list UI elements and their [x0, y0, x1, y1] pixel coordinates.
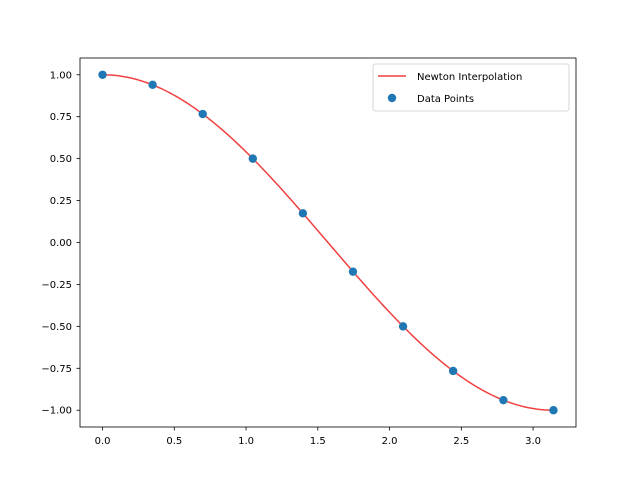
- legend-marker-swatch: [387, 93, 397, 103]
- plot-area: [79, 57, 577, 428]
- y-tick-label: 0.00: [50, 238, 72, 249]
- data-point: [198, 109, 207, 119]
- y-tick-label: 1.00: [50, 70, 72, 81]
- y-tick-label: 0.50: [50, 154, 72, 165]
- y-tick-label: −0.25: [41, 280, 72, 291]
- x-tick-label: 1.5: [310, 436, 326, 447]
- legend-box: [372, 63, 570, 112]
- legend: Newton Interpolation Data Points: [372, 63, 570, 112]
- data-point: [398, 322, 408, 331]
- x-tick-label: 0.5: [166, 436, 182, 447]
- data-point: [549, 406, 558, 415]
- x-tick-label: 2.0: [382, 436, 398, 447]
- y-tick-label: −0.50: [41, 322, 72, 333]
- data-point: [499, 395, 508, 405]
- data-point: [98, 70, 107, 79]
- y-tick-label: 0.75: [50, 112, 72, 123]
- legend-label: Newton Interpolation: [417, 72, 522, 83]
- y-tick-label: −1.00: [41, 406, 72, 417]
- y-tick-label: −0.75: [41, 364, 72, 375]
- y-axis: 1.00 0.75 0.50 0.25 0.00 −0.25 −0.50 −0.75 −1.00: [41, 70, 80, 417]
- data-point: [348, 267, 358, 276]
- x-tick-label: 2.5: [453, 436, 469, 447]
- x-tick-label: 0.0: [95, 436, 111, 447]
- x-tick-label: 3.0: [525, 436, 541, 447]
- series-line-newton-interpolation: [102, 74, 554, 411]
- legend-label: Data Points: [417, 94, 474, 105]
- x-tick-label: 1.0: [238, 436, 254, 447]
- data-point: [148, 80, 157, 90]
- data-point: [248, 154, 257, 163]
- x-axis: 0.0 0.5 1.0 1.5 2.0 2.5 3.0: [95, 427, 541, 447]
- y-tick-label: 0.25: [50, 196, 72, 207]
- data-point: [448, 366, 458, 376]
- data-point: [298, 209, 308, 218]
